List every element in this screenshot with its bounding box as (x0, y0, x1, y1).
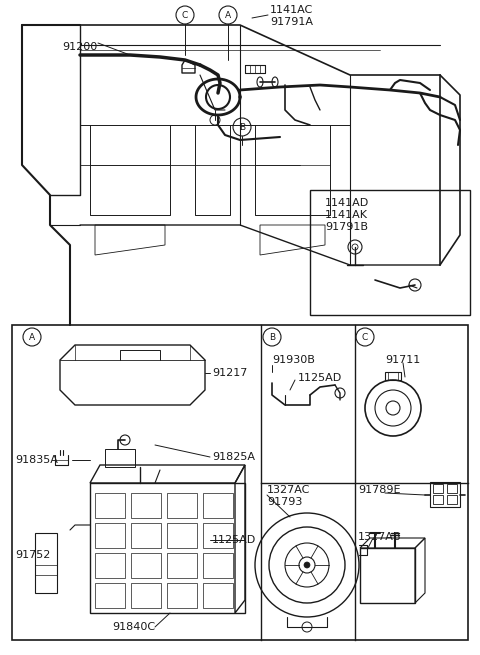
Bar (430, 482, 460, 507)
Text: 91200: 91200 (62, 42, 97, 52)
Bar (131, 583, 161, 608)
Text: 1327AB: 1327AB (358, 532, 401, 542)
Bar (105, 449, 135, 467)
Bar (167, 553, 197, 578)
Text: B: B (269, 333, 275, 341)
Bar (433, 495, 443, 504)
Text: 91791A: 91791A (270, 17, 313, 27)
Bar (385, 372, 401, 380)
Text: 91752: 91752 (15, 550, 50, 560)
Text: B: B (239, 122, 245, 132)
Text: 91791B: 91791B (325, 222, 368, 232)
Bar (203, 523, 233, 548)
Bar (95, 583, 125, 608)
Text: 1125AD: 1125AD (212, 535, 256, 545)
Bar (131, 553, 161, 578)
Circle shape (304, 562, 310, 568)
Bar (310, 190, 470, 315)
Text: 1141AC: 1141AC (270, 5, 313, 15)
Text: 1327AC: 1327AC (267, 485, 311, 495)
Bar (203, 553, 233, 578)
Bar (447, 495, 457, 504)
Text: 91217: 91217 (212, 368, 247, 378)
Text: C: C (182, 10, 188, 20)
Text: A: A (29, 333, 35, 341)
Bar (203, 493, 233, 518)
Bar (12, 325, 468, 640)
Text: A: A (225, 10, 231, 20)
Text: 91793: 91793 (267, 497, 302, 507)
Bar (167, 523, 197, 548)
Bar (95, 493, 125, 518)
Text: 91711: 91711 (385, 355, 420, 365)
Bar (95, 523, 125, 548)
Text: C: C (362, 333, 368, 341)
Text: 1141AD: 1141AD (325, 198, 369, 208)
Bar (360, 548, 415, 603)
Text: 91835A: 91835A (15, 455, 58, 465)
Bar (35, 533, 57, 593)
Text: 91840C: 91840C (112, 622, 155, 632)
Text: 1141AK: 1141AK (325, 210, 368, 220)
Bar (131, 493, 161, 518)
Bar (167, 583, 197, 608)
Text: 91825A: 91825A (212, 452, 255, 462)
Bar (433, 484, 443, 493)
Bar (167, 493, 197, 518)
Text: 1125AD: 1125AD (298, 373, 342, 383)
Bar (95, 553, 125, 578)
Bar (90, 483, 245, 613)
Bar (131, 523, 161, 548)
Bar (203, 583, 233, 608)
Bar (447, 484, 457, 493)
Text: 91789E: 91789E (358, 485, 400, 495)
Text: 91930B: 91930B (272, 355, 315, 365)
